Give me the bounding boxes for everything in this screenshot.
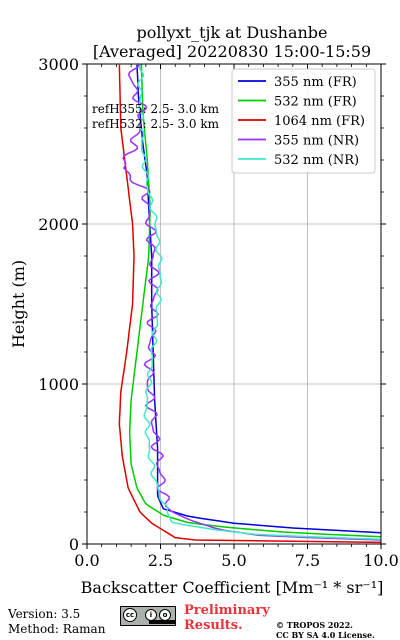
- chart-title-line2: [Averaged] 20220830 15:00-15:59: [93, 42, 371, 61]
- license-strip: [149, 620, 175, 624]
- x-axis-label: Backscatter Coefficient [Mm⁻¹ * sr⁻¹]: [81, 578, 384, 597]
- annotation-refh355: refH355: 2.5- 3.0 km: [92, 102, 220, 116]
- x-tick-label: 5.0: [221, 551, 246, 570]
- copyright-line1: © TROPOS 2022.: [276, 620, 353, 630]
- version-text: Version: 3.5: [8, 607, 81, 621]
- legend: 355 nm (FR) 532 nm (FR) 1064 nm (FR) 355 nm…: [231, 68, 376, 174]
- method-text: Method: Raman: [8, 622, 106, 636]
- legend-box: [231, 68, 376, 174]
- series-line-1064-nm-fr: [118, 64, 381, 544]
- legend-label: 1064 nm (FR): [274, 114, 365, 129]
- copyright-line2: CC BY SA 4.0 License.: [276, 630, 375, 640]
- prelim-line2: Results.: [184, 618, 243, 633]
- legend-label: 355 nm (FR): [274, 75, 357, 90]
- x-tick-label: 0.0: [74, 551, 99, 570]
- legend-label: 532 nm (FR): [274, 95, 357, 110]
- legend-label: 355 nm (NR): [274, 134, 359, 149]
- series-layer: [118, 64, 381, 544]
- annotation-refh532: refH532: 2.5- 3.0 km: [92, 117, 220, 131]
- y-axis-label: Height (m): [9, 260, 28, 348]
- series-line-532-nm-nr: [137, 64, 381, 540]
- series-line-355-nm-nr: [122, 64, 381, 541]
- chart-title-line1: pollyxt_tjk at Dushanbe: [136, 23, 327, 42]
- prelim-line1: Preliminary: [184, 603, 270, 618]
- y-tick-label: 2000: [38, 215, 79, 234]
- legend-label: 532 nm (NR): [274, 153, 359, 168]
- copyright-text: © TROPOS 2022. CC BY SA 4.0 License.: [276, 620, 375, 640]
- x-tick-label: 7.5: [295, 551, 320, 570]
- y-tick-label: 3000: [38, 55, 79, 74]
- series-line-355-nm-fr: [136, 64, 381, 534]
- axis-ticks: 0.0 2.5 5.0 7.5 10.0 0 1000 2000 3000: [38, 55, 399, 570]
- y-tick-label: 1000: [38, 375, 79, 394]
- x-tick-label: 10.0: [363, 551, 399, 570]
- preliminary-results-text: Preliminary Results.: [184, 603, 270, 633]
- series-line-532-nm-fr: [128, 64, 381, 538]
- y-tick-label: 0: [69, 535, 79, 554]
- cc-by-sa-logo: cc i o: [120, 606, 176, 626]
- cc-icon: cc: [123, 608, 137, 622]
- x-tick-label: 2.5: [148, 551, 173, 570]
